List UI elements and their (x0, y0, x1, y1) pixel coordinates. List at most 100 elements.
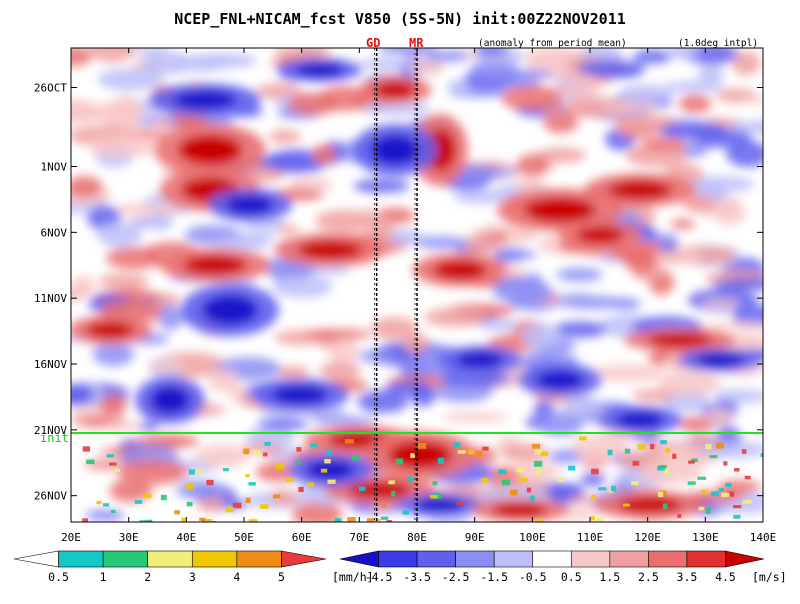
anomaly-core-inner (696, 353, 744, 367)
colorbar-swatch (570, 550, 611, 568)
rain-pixel (264, 441, 271, 446)
anomaly-core-inner (432, 260, 488, 280)
rain-pixel (687, 481, 696, 485)
anomaly-cell (107, 421, 142, 432)
anomaly-cell (117, 459, 188, 485)
rain-pixel (664, 468, 670, 475)
rain-pixel (727, 491, 735, 497)
colorbar-label: 3.5 (677, 570, 698, 584)
rain-pixel (82, 518, 89, 522)
rain-pixel (410, 453, 416, 458)
rain-pixel (334, 518, 342, 522)
rain-pixel (106, 454, 114, 458)
anomaly-core-inner (616, 411, 664, 429)
anomaly-core-inner (416, 498, 464, 512)
rain-pixel (691, 458, 698, 462)
anomaly-cell (713, 202, 746, 225)
rain-pixel (102, 503, 110, 507)
rain-pixel (96, 500, 102, 505)
colorbar-swatch (686, 550, 726, 568)
rain-pixel (181, 517, 186, 522)
rain-pixel (145, 519, 153, 522)
anomaly-cell (501, 85, 565, 111)
anomaly-core-inner (388, 441, 452, 469)
rain-pixel (225, 507, 234, 513)
x-tick-label: 20E (61, 531, 81, 544)
rain-pixel (196, 468, 203, 474)
anomaly-cell (88, 48, 135, 63)
anomaly-cell (71, 175, 103, 198)
anomaly-cell (376, 48, 438, 54)
anomaly-cell (678, 94, 712, 114)
rain-pixel (375, 518, 381, 522)
rain-pixel (417, 442, 427, 449)
x-tick-label: 140E (750, 531, 777, 544)
anomaly-cell (328, 337, 360, 364)
anomaly-cell (696, 441, 763, 459)
anomaly-core-inner (173, 90, 237, 110)
colorbar-swatch (532, 550, 572, 568)
rain-pixel (358, 486, 366, 492)
colorbar-label: -0.5 (519, 570, 547, 584)
rain-pixel (760, 453, 763, 458)
y-tick-label: 21NOV (34, 424, 67, 437)
rain-colorbar: 0.5 1 2 3 4 5 [mm/h] (13, 550, 374, 584)
colorbar-label: 2.5 (638, 570, 659, 584)
anomaly-cell (556, 267, 603, 282)
x-tick-label: 50E (234, 531, 254, 544)
anomaly-core-inner (183, 255, 247, 275)
colorbar-label: 4.5 (715, 570, 736, 584)
colorbar-swatch (191, 550, 238, 568)
anomaly-cell (441, 412, 509, 423)
anomaly-cell (439, 371, 511, 387)
anomaly-cell (508, 462, 560, 482)
x-tick-label: 100E (519, 531, 546, 544)
rain-pixel (706, 508, 711, 514)
anomaly-cell (658, 242, 679, 252)
anomaly-core-inner (608, 180, 672, 200)
rain-pixel (307, 482, 315, 487)
anomaly-cell (292, 501, 343, 522)
rain-pixel (718, 488, 724, 492)
x-tick-label: 60E (292, 531, 312, 544)
rain-pixel (697, 476, 707, 480)
anomaly-cell (89, 132, 157, 158)
rain-pixel (457, 450, 466, 454)
anomaly-cell (257, 418, 309, 430)
rain-pixel (533, 460, 543, 467)
gd-label: GD (366, 36, 380, 50)
rain-pixel (598, 487, 607, 491)
rain-pixel (723, 461, 728, 466)
y-tick-label: 1NOV (41, 161, 68, 174)
rain-pixel (174, 510, 180, 515)
rain-pixel (637, 444, 646, 450)
anomaly-core-inner (492, 503, 548, 517)
rain-pixel (733, 505, 742, 509)
chart-subtitle-anomaly: (anomaly from period mean) (478, 38, 627, 49)
rain-pixel (199, 517, 206, 521)
rain-pixel (109, 462, 117, 466)
anomaly-cell (493, 249, 537, 261)
x-tick-label: 70E (349, 531, 369, 544)
rain-pixel (501, 479, 511, 486)
rain-pixel (82, 446, 90, 452)
anomaly-cell (366, 216, 394, 243)
wind-colorbar: -4.5 -3.5 -2.5 -1.5 -0.5 0.5 1.5 2.5 3.5 4.5 [m/s] (339, 550, 787, 584)
anomaly-cell (319, 361, 361, 381)
anomaly-cell (415, 236, 469, 249)
rain-pixel (273, 494, 281, 499)
y-axis: 26OCT 1NOV 6NOV 11NOV 16NOV 21NOV 26NOV (34, 82, 763, 503)
anomaly-cell (516, 153, 550, 177)
rain-pixel (741, 449, 747, 454)
rain-pixel (480, 478, 489, 483)
chart-title: NCEP_FNL+NICAM_fcst V850 (5S-5N) init:00… (174, 10, 626, 28)
anomaly-core-inner (296, 63, 344, 77)
rain-pixel (402, 510, 410, 515)
colorbar-label: -3.5 (403, 570, 431, 584)
anomaly-cell (623, 247, 658, 273)
anomaly-cell (742, 95, 763, 104)
anomaly-cell (424, 50, 470, 63)
colorbar-swatch (725, 550, 765, 568)
rain-pixel (607, 449, 613, 456)
anomaly-cell (657, 370, 721, 396)
